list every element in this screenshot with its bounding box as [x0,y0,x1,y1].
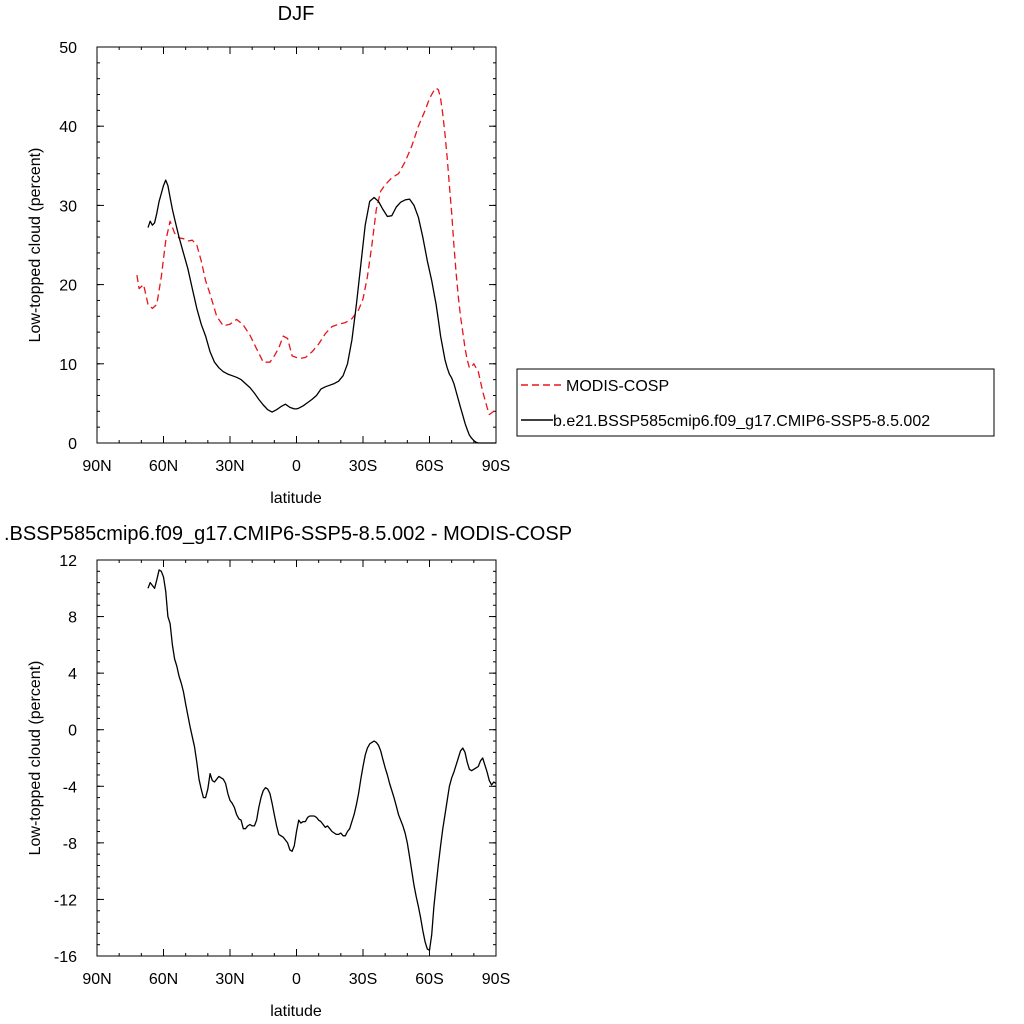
x-tick-label: 30S [349,458,377,475]
y-tick-label: -8 [63,836,77,853]
x-tick-label: 90S [482,971,510,988]
y-tick-label: 4 [68,666,77,683]
legend-label-model: b.e21.BSSP585cmip6.f09_g17.CMIP6-SSP5-8.… [553,413,930,430]
bottom-x-axis: 90N 60N 30N 0 30S 60S 90S [82,560,510,988]
top-plot-frame [96,46,497,444]
x-tick-label: 60S [415,458,443,475]
x-tick-label: 90N [82,971,111,988]
x-tick-label: 30N [215,971,244,988]
x-tick-label: 60N [149,458,178,475]
y-tick-label: 30 [59,198,77,215]
bottom-chart-title: .BSSP585cmip6.f09_g17.CMIP6-SSP5-8.5.002… [4,523,572,545]
top-y-axis-label: Low-topped cloud (percent) [27,148,44,343]
top-series-group [136,87,497,444]
series-line-model [147,569,497,951]
bottom-series-group [147,569,497,951]
y-tick-label: 20 [59,278,77,295]
x-tick-label: 0 [292,971,301,988]
x-tick-label: 60N [149,971,178,988]
series-line-model [147,179,496,444]
bottom-plot-frame [96,559,497,957]
legend-label-modis: MODIS-COSP [566,378,669,395]
legend: MODIS-COSP b.e21.BSSP585cmip6.f09_g17.CM… [516,368,995,437]
top-chart-title: DJF [278,3,315,25]
y-tick-label: 40 [59,119,77,136]
y-tick-label: -12 [54,892,77,909]
series-line-modis-cosp [136,87,497,416]
x-tick-label: 90S [482,458,510,475]
x-tick-label: 30N [215,458,244,475]
y-tick-label: 0 [68,436,77,453]
bottom-y-axis-label: Low-topped cloud (percent) [27,661,44,856]
bottom-panel: .BSSP585cmip6.f09_g17.CMIP6-SSP5-8.5.002… [4,523,572,1020]
top-x-axis: 90N 60N 30N 0 30S 60S 90S [82,47,510,475]
bottom-x-axis-label: latitude [270,1003,322,1020]
y-tick-label: -4 [63,779,77,796]
top-y-axis: 0 10 20 30 40 50 [59,40,496,453]
y-tick-label: -16 [54,949,77,966]
y-tick-label: 8 [68,610,77,627]
top-panel: DJF 0 10 20 30 40 50 90N 60N 30N 0 30S 60S 90S lati… [27,3,510,507]
x-tick-label: 60S [415,971,443,988]
x-tick-label: 90N [82,458,111,475]
bottom-y-axis: -16 -12 -8 -4 0 4 8 12 [54,553,496,966]
x-tick-label: 0 [292,458,301,475]
y-tick-label: 50 [59,40,77,57]
x-tick-label: 30S [349,971,377,988]
top-x-axis-label: latitude [270,490,322,507]
y-tick-label: 12 [59,553,77,570]
legend-box [516,368,995,437]
y-tick-label: 10 [59,357,77,374]
y-tick-label: 0 [68,723,77,740]
